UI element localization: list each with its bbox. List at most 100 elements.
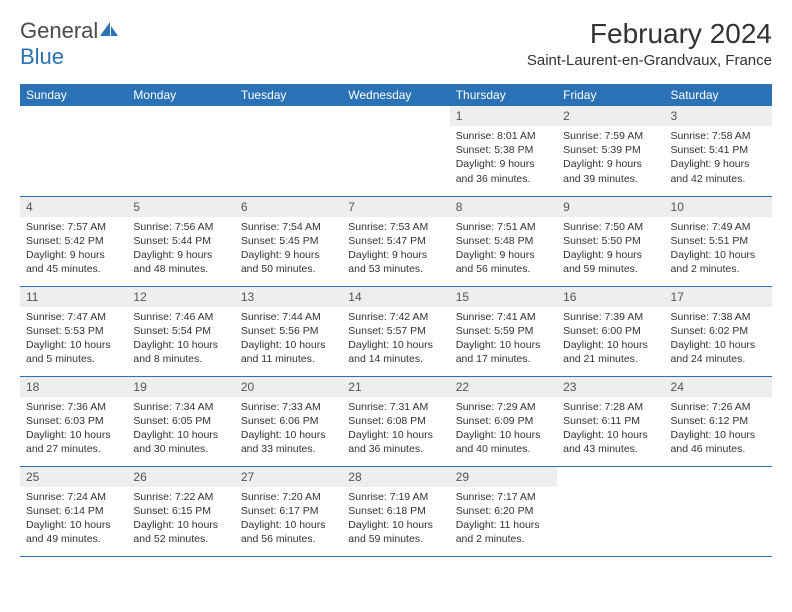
day-number: 6 (235, 197, 342, 217)
day-details: Sunrise: 7:29 AMSunset: 6:09 PMDaylight:… (450, 397, 557, 460)
day-details: Sunrise: 7:54 AMSunset: 5:45 PMDaylight:… (235, 217, 342, 280)
calendar-day-cell: 18Sunrise: 7:36 AMSunset: 6:03 PMDayligh… (20, 376, 127, 466)
logo-text-general: General (20, 18, 98, 43)
calendar-day-cell (665, 466, 772, 556)
day-details: Sunrise: 7:22 AMSunset: 6:15 PMDaylight:… (127, 487, 234, 550)
day-header: Sunday (20, 84, 127, 106)
day-header: Friday (557, 84, 664, 106)
title-block: February 2024 Saint-Laurent-en-Grandvaux… (527, 18, 772, 69)
calendar-day-cell (20, 106, 127, 196)
day-details: Sunrise: 7:24 AMSunset: 6:14 PMDaylight:… (20, 487, 127, 550)
calendar-day-cell: 23Sunrise: 7:28 AMSunset: 6:11 PMDayligh… (557, 376, 664, 466)
header: General Blue February 2024 Saint-Laurent… (20, 18, 772, 70)
calendar-day-cell: 5Sunrise: 7:56 AMSunset: 5:44 PMDaylight… (127, 196, 234, 286)
day-number: 24 (665, 377, 772, 397)
day-header: Wednesday (342, 84, 449, 106)
calendar-week-row: 18Sunrise: 7:36 AMSunset: 6:03 PMDayligh… (20, 376, 772, 466)
calendar-day-cell: 28Sunrise: 7:19 AMSunset: 6:18 PMDayligh… (342, 466, 449, 556)
day-number: 13 (235, 287, 342, 307)
day-details: Sunrise: 8:01 AMSunset: 5:38 PMDaylight:… (450, 126, 557, 189)
calendar-day-cell: 11Sunrise: 7:47 AMSunset: 5:53 PMDayligh… (20, 286, 127, 376)
calendar-week-row: 1Sunrise: 8:01 AMSunset: 5:38 PMDaylight… (20, 106, 772, 196)
calendar-day-cell: 8Sunrise: 7:51 AMSunset: 5:48 PMDaylight… (450, 196, 557, 286)
day-number: 15 (450, 287, 557, 307)
calendar-day-cell (235, 106, 342, 196)
day-details: Sunrise: 7:46 AMSunset: 5:54 PMDaylight:… (127, 307, 234, 370)
day-number: 20 (235, 377, 342, 397)
calendar-day-cell: 26Sunrise: 7:22 AMSunset: 6:15 PMDayligh… (127, 466, 234, 556)
calendar-day-cell: 27Sunrise: 7:20 AMSunset: 6:17 PMDayligh… (235, 466, 342, 556)
calendar-day-cell: 19Sunrise: 7:34 AMSunset: 6:05 PMDayligh… (127, 376, 234, 466)
calendar-day-cell (557, 466, 664, 556)
calendar-day-cell (342, 106, 449, 196)
calendar-header-row: SundayMondayTuesdayWednesdayThursdayFrid… (20, 84, 772, 106)
calendar-day-cell: 29Sunrise: 7:17 AMSunset: 6:20 PMDayligh… (450, 466, 557, 556)
day-details: Sunrise: 7:49 AMSunset: 5:51 PMDaylight:… (665, 217, 772, 280)
logo-sail-icon (98, 18, 120, 43)
day-header: Thursday (450, 84, 557, 106)
day-header: Saturday (665, 84, 772, 106)
day-details: Sunrise: 7:51 AMSunset: 5:48 PMDaylight:… (450, 217, 557, 280)
day-number: 19 (127, 377, 234, 397)
day-details: Sunrise: 7:36 AMSunset: 6:03 PMDaylight:… (20, 397, 127, 460)
calendar-day-cell: 20Sunrise: 7:33 AMSunset: 6:06 PMDayligh… (235, 376, 342, 466)
calendar-table: SundayMondayTuesdayWednesdayThursdayFrid… (20, 84, 772, 557)
calendar-day-cell: 16Sunrise: 7:39 AMSunset: 6:00 PMDayligh… (557, 286, 664, 376)
day-number: 12 (127, 287, 234, 307)
day-number: 28 (342, 467, 449, 487)
day-number: 8 (450, 197, 557, 217)
day-details: Sunrise: 7:41 AMSunset: 5:59 PMDaylight:… (450, 307, 557, 370)
day-number: 21 (342, 377, 449, 397)
calendar-day-cell: 21Sunrise: 7:31 AMSunset: 6:08 PMDayligh… (342, 376, 449, 466)
day-number: 10 (665, 197, 772, 217)
calendar-day-cell: 1Sunrise: 8:01 AMSunset: 5:38 PMDaylight… (450, 106, 557, 196)
calendar-day-cell: 15Sunrise: 7:41 AMSunset: 5:59 PMDayligh… (450, 286, 557, 376)
calendar-day-cell: 10Sunrise: 7:49 AMSunset: 5:51 PMDayligh… (665, 196, 772, 286)
day-details: Sunrise: 7:42 AMSunset: 5:57 PMDaylight:… (342, 307, 449, 370)
calendar-day-cell: 14Sunrise: 7:42 AMSunset: 5:57 PMDayligh… (342, 286, 449, 376)
day-number: 14 (342, 287, 449, 307)
calendar-day-cell: 17Sunrise: 7:38 AMSunset: 6:02 PMDayligh… (665, 286, 772, 376)
day-number: 7 (342, 197, 449, 217)
day-header: Tuesday (235, 84, 342, 106)
day-details: Sunrise: 7:50 AMSunset: 5:50 PMDaylight:… (557, 217, 664, 280)
day-details: Sunrise: 7:26 AMSunset: 6:12 PMDaylight:… (665, 397, 772, 460)
calendar-day-cell: 25Sunrise: 7:24 AMSunset: 6:14 PMDayligh… (20, 466, 127, 556)
day-details: Sunrise: 7:19 AMSunset: 6:18 PMDaylight:… (342, 487, 449, 550)
day-number: 17 (665, 287, 772, 307)
day-details: Sunrise: 7:59 AMSunset: 5:39 PMDaylight:… (557, 126, 664, 189)
day-number: 26 (127, 467, 234, 487)
calendar-day-cell: 22Sunrise: 7:29 AMSunset: 6:09 PMDayligh… (450, 376, 557, 466)
calendar-day-cell: 12Sunrise: 7:46 AMSunset: 5:54 PMDayligh… (127, 286, 234, 376)
month-title: February 2024 (527, 18, 772, 50)
calendar-day-cell: 4Sunrise: 7:57 AMSunset: 5:42 PMDaylight… (20, 196, 127, 286)
day-details: Sunrise: 7:31 AMSunset: 6:08 PMDaylight:… (342, 397, 449, 460)
logo-text-blue: Blue (20, 44, 64, 69)
day-number: 5 (127, 197, 234, 217)
calendar-week-row: 11Sunrise: 7:47 AMSunset: 5:53 PMDayligh… (20, 286, 772, 376)
day-header: Monday (127, 84, 234, 106)
day-number: 9 (557, 197, 664, 217)
day-details: Sunrise: 7:34 AMSunset: 6:05 PMDaylight:… (127, 397, 234, 460)
day-number: 22 (450, 377, 557, 397)
day-details: Sunrise: 7:28 AMSunset: 6:11 PMDaylight:… (557, 397, 664, 460)
calendar-day-cell: 9Sunrise: 7:50 AMSunset: 5:50 PMDaylight… (557, 196, 664, 286)
logo: General Blue (20, 18, 120, 70)
day-number: 3 (665, 106, 772, 126)
day-details: Sunrise: 7:58 AMSunset: 5:41 PMDaylight:… (665, 126, 772, 189)
calendar-day-cell: 24Sunrise: 7:26 AMSunset: 6:12 PMDayligh… (665, 376, 772, 466)
day-details: Sunrise: 7:56 AMSunset: 5:44 PMDaylight:… (127, 217, 234, 280)
calendar-day-cell: 2Sunrise: 7:59 AMSunset: 5:39 PMDaylight… (557, 106, 664, 196)
day-details: Sunrise: 7:38 AMSunset: 6:02 PMDaylight:… (665, 307, 772, 370)
day-number: 16 (557, 287, 664, 307)
day-details: Sunrise: 7:17 AMSunset: 6:20 PMDaylight:… (450, 487, 557, 550)
day-number: 2 (557, 106, 664, 126)
day-number: 27 (235, 467, 342, 487)
day-number: 18 (20, 377, 127, 397)
location: Saint-Laurent-en-Grandvaux, France (527, 52, 772, 69)
day-number: 11 (20, 287, 127, 307)
calendar-week-row: 25Sunrise: 7:24 AMSunset: 6:14 PMDayligh… (20, 466, 772, 556)
day-details: Sunrise: 7:53 AMSunset: 5:47 PMDaylight:… (342, 217, 449, 280)
day-number: 23 (557, 377, 664, 397)
calendar-week-row: 4Sunrise: 7:57 AMSunset: 5:42 PMDaylight… (20, 196, 772, 286)
